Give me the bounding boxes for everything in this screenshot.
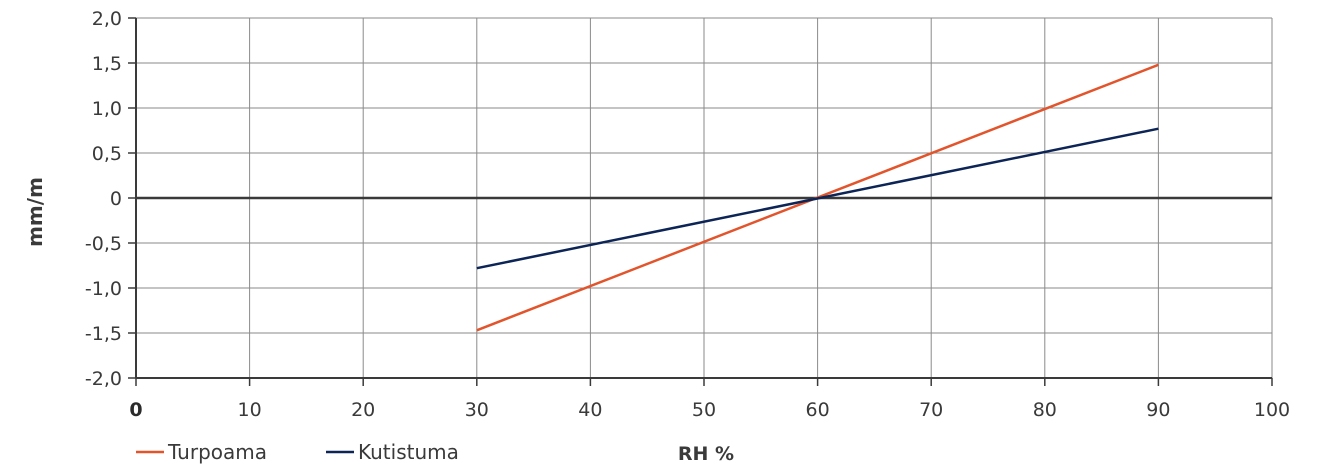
x-tick-label: 30 — [465, 399, 489, 421]
legend: Turpoama Kutistuma — [136, 440, 459, 464]
series-line-kutistuma — [476, 127, 1159, 270]
y-tick-label: -0,5 — [85, 233, 122, 255]
x-tick-label: 40 — [578, 399, 602, 421]
x-tick-label: 20 — [351, 399, 375, 421]
x-tick-labels: 0 10 20 30 40 50 60 70 80 90 100 — [129, 378, 1290, 421]
x-axis-title: RH % — [678, 443, 734, 464]
y-tick-label: 0,5 — [92, 143, 122, 165]
x-tick-label: 10 — [238, 399, 262, 421]
x-tick-label: 50 — [692, 399, 716, 421]
x-tick-label: 60 — [806, 399, 830, 421]
y-tick-label: -1,0 — [85, 278, 122, 300]
x-tick-label: 0 — [129, 399, 142, 421]
x-tick-label: 100 — [1254, 399, 1290, 421]
series-lines — [476, 63, 1159, 332]
y-tick-label: 1,5 — [92, 53, 122, 75]
y-tick-label: 1,0 — [92, 98, 122, 120]
x-tick-label: 70 — [919, 399, 943, 421]
y-tick-label: 2,0 — [92, 8, 122, 30]
legend-label-turpoama: Turpoama — [167, 440, 267, 464]
legend-label-kutistuma: Kutistuma — [358, 440, 459, 464]
y-tick-labels: 2,0 1,5 1,0 0,5 0 -0,5 -1,0 -1,5 -2,0 — [85, 8, 136, 390]
y-axis-title: mm/m — [23, 177, 47, 247]
y-tick-label: 0 — [110, 188, 122, 210]
y-tick-label: -2,0 — [85, 368, 122, 390]
x-tick-label: 80 — [1033, 399, 1057, 421]
x-tick-label: 90 — [1146, 399, 1170, 421]
y-tick-label: -1,5 — [85, 323, 122, 345]
